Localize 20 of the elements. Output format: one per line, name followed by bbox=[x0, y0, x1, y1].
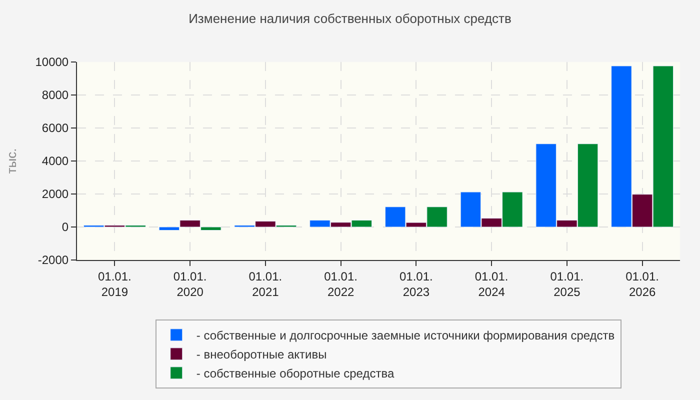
x-tick-label: 01.01. 2024 bbox=[474, 269, 508, 299]
y-tick-label: 2000 bbox=[42, 187, 69, 202]
x-tick-label: 01.01. 2026 bbox=[626, 269, 659, 299]
x-tick-label: 01.01. 2025 bbox=[550, 269, 584, 299]
x-tick-label: 01.01. 2022 bbox=[324, 269, 358, 299]
x-tick-label: 01.01. 2020 bbox=[173, 269, 207, 299]
y-tick-label: 4000 bbox=[42, 154, 69, 168]
x-tick-label: 01.01. 2019 bbox=[98, 269, 132, 299]
x-tick-label: 01.01. 2021 bbox=[248, 269, 282, 299]
legend-label: - собственные и долгосрочные заемные источники формирования средств bbox=[196, 328, 615, 343]
y-tick-label: 0 bbox=[62, 220, 69, 234]
y-tick-label: 8000 bbox=[42, 88, 69, 102]
y-tick-label: -2000 bbox=[38, 253, 69, 268]
legend-label: - внеоборотные активы bbox=[196, 348, 327, 362]
x-tick-label: 01.01. 2023 bbox=[400, 269, 433, 299]
y-tick-label: 6000 bbox=[42, 121, 69, 136]
y-tick-label: 10000 bbox=[35, 55, 69, 70]
chart-title: Изменение наличия собственных оборотных средств bbox=[188, 11, 512, 26]
y-axis-title: тыс. bbox=[4, 148, 20, 174]
legend-label: - собственные оборотные средства bbox=[196, 366, 394, 381]
